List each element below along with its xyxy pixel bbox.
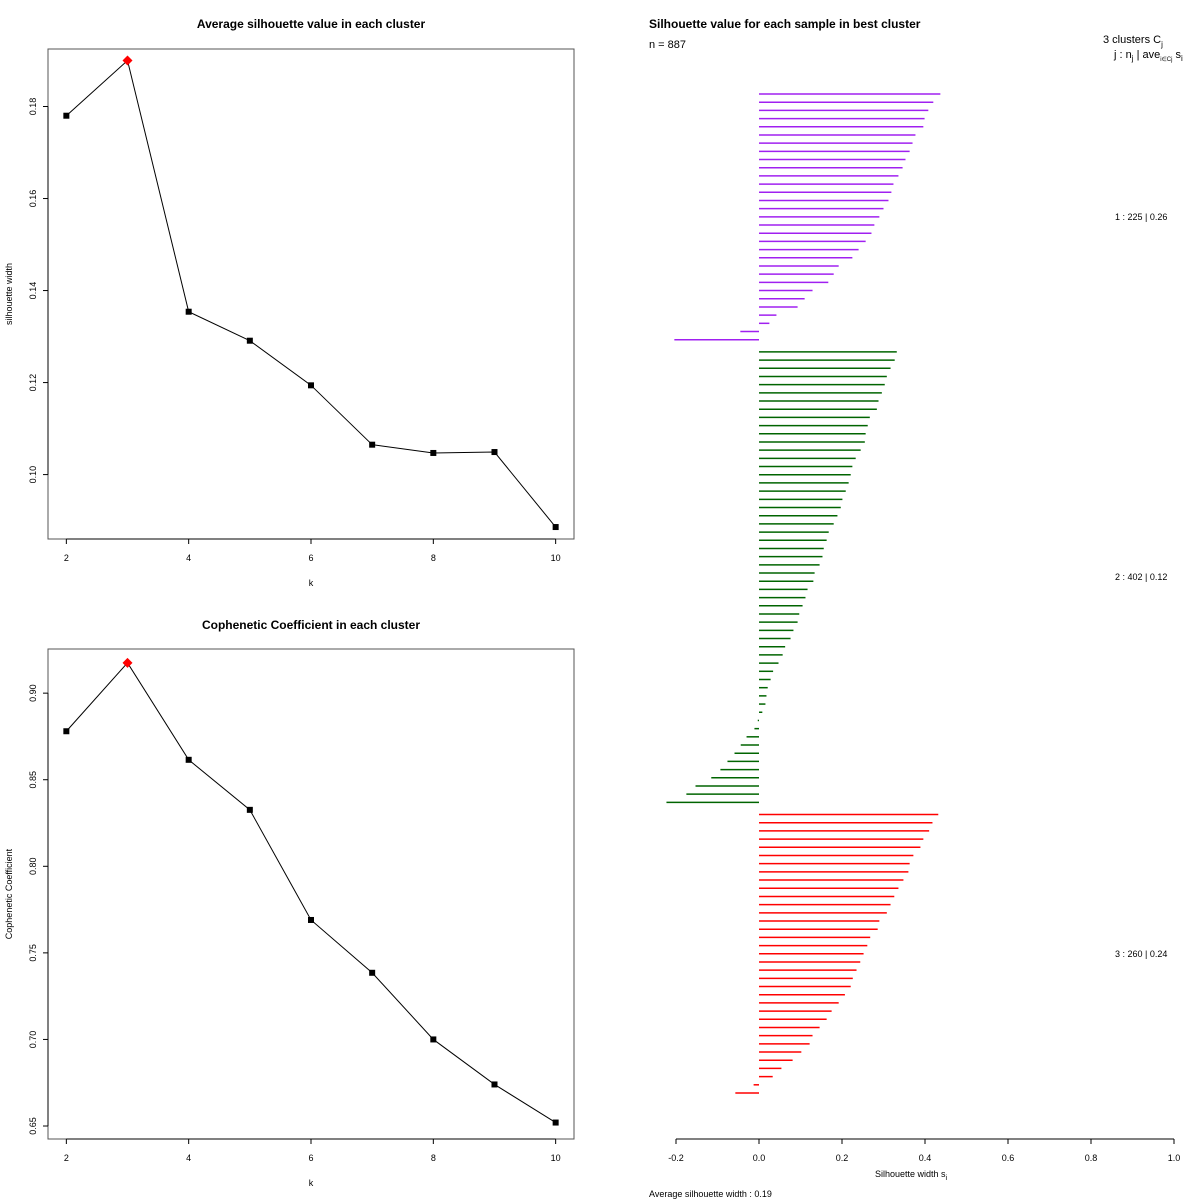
cluster-labels: 1 : 225 | 0.26 2 : 402 | 0.12 3 : 260 | 0.… [1115,212,1167,959]
x-tick-label: 0.2 [836,1153,849,1163]
y-axis: 0.10 0.12 0.14 0.16 0.18 [28,98,49,484]
y-tick-label: 0.65 [28,1117,38,1135]
legend-header-sub: i∈Cj [1160,56,1172,63]
x-tick-label: 2 [64,1153,69,1163]
x-tick-label: 6 [308,553,313,563]
data-point [552,524,559,531]
x-tick-label: 10 [551,1153,561,1163]
y-tick-label: 0.12 [28,374,38,392]
x-tick-label: 2 [64,553,69,563]
data-point [246,806,253,813]
cluster-label: 3 : 260 | 0.24 [1115,949,1167,959]
x-tick-label: 1.0 [1168,1153,1181,1163]
x-tick-label: 8 [431,1153,436,1163]
data-point [552,1119,559,1126]
legend-header-text: 3 clusters C [1103,34,1161,46]
x-tick-label: 4 [186,1153,191,1163]
average-silhouette-footer: Average silhouette width : 0.19 [649,1189,772,1199]
legend-header-text: | ave [1134,49,1161,61]
x-tick-label: 8 [431,553,436,563]
y-axis-label: silhouette width [4,263,14,325]
chart-title: Cophenetic Coefficient in each cluster [202,618,420,632]
x-axis: 2 4 6 8 10 [64,538,561,563]
x-tick-label: 0.6 [1002,1153,1015,1163]
data-point [185,308,192,315]
legend-header-2: j : nj | avei∈Cj si [1113,49,1183,63]
x-axis: -0.2 0.0 0.2 0.4 0.6 0.8 1.0 [668,1138,1181,1163]
series-line [63,657,559,1126]
legend-header-text: s [1172,49,1181,61]
y-axis: 0.65 0.70 0.75 0.80 0.85 0.90 [28,684,49,1135]
y-tick-label: 0.16 [28,190,38,208]
x-tick-label: 6 [308,1153,313,1163]
chart-title: Silhouette value for each sample in best… [649,17,921,31]
series-line [63,55,559,531]
chart-title: Average silhouette value in each cluster [197,17,426,31]
legend-header-sub: j [1160,40,1163,49]
x-axis: 2 4 6 8 10 [64,1138,561,1163]
x-axis-label: k [309,578,314,588]
data-point [491,449,498,456]
data-point [308,916,314,923]
y-tick-label: 0.75 [28,944,38,962]
data-point [491,1081,498,1088]
data-point [430,1036,437,1043]
data-point [430,449,437,456]
silhouette-plot: Silhouette value for each sample in best… [649,17,1183,1199]
x-axis-label: k [309,1178,314,1188]
x-tick-label: 10 [551,553,561,563]
y-tick-label: 0.90 [28,684,38,702]
best-k-marker [122,657,133,668]
data-point [63,728,70,735]
y-tick-label: 0.70 [28,1031,38,1049]
legend-header-sub: i [1181,54,1183,63]
avg-silhouette-chart: Average silhouette value in each cluster… [4,17,575,588]
y-tick-label: 0.85 [28,771,38,789]
plot-frame [47,48,575,540]
x-axis-label-text: Silhouette width s [875,1169,946,1179]
legend-header-sub: j [1131,54,1134,63]
x-tick-label: 4 [186,553,191,563]
x-tick-label: -0.2 [668,1153,684,1163]
data-point [308,382,314,389]
silhouette-bars [666,93,941,1094]
data-point [246,337,253,344]
x-tick-label: 0.0 [753,1153,766,1163]
best-k-marker [122,55,133,66]
legend-header-text: j : n [1113,49,1132,61]
y-tick-label: 0.10 [28,466,38,484]
y-tick-label: 0.80 [28,858,38,876]
cophenetic-chart: Cophenetic Coefficient in each cluster 2… [4,618,575,1188]
x-axis-label: Silhouette width si [875,1169,948,1182]
cluster-label: 1 : 225 | 0.26 [1115,212,1167,222]
series-polyline [66,59,557,528]
y-axis-label: Cophenetic Coefficient [4,848,14,939]
x-axis-label-sub: i [945,1175,947,1182]
data-point [185,756,192,763]
data-point [369,441,376,448]
sample-count: n = 887 [649,39,686,51]
cluster-label: 2 : 402 | 0.12 [1115,572,1167,582]
data-point [63,112,70,119]
x-tick-label: 0.8 [1085,1153,1098,1163]
plot-frame [47,648,575,1140]
series-polyline [65,662,556,1123]
x-tick-label: 0.4 [919,1153,932,1163]
legend-header-1: 3 clusters Cj [1103,34,1163,49]
y-tick-label: 0.14 [28,282,38,300]
data-point [369,969,376,976]
y-tick-label: 0.18 [28,98,38,116]
